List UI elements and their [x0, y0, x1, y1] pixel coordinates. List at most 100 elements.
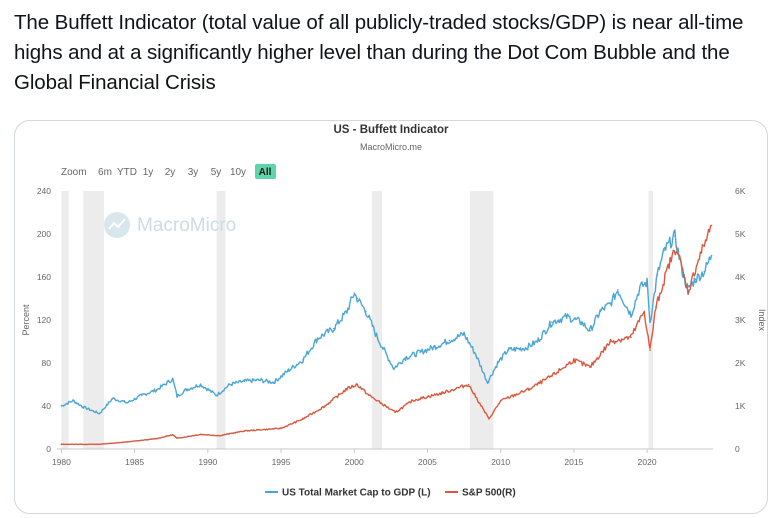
data-point-market-cap-gdp — [638, 286, 641, 289]
data-point-market-cap-gdp — [649, 321, 651, 323]
data-point-market-cap-gdp — [72, 399, 74, 402]
data-point-sp500 — [302, 418, 304, 420]
series-line-market-cap-gdp — [61, 229, 713, 415]
data-point-market-cap-gdp — [356, 297, 358, 300]
series-line-sp500 — [61, 224, 712, 446]
data-point-market-cap-gdp — [353, 292, 356, 294]
data-point-market-cap-gdp — [536, 340, 539, 343]
legend-label-sp500[interactable]: S&P 500(R) — [462, 488, 516, 499]
x-tick-label: 1990 — [198, 457, 217, 467]
data-point-market-cap-gdp — [185, 389, 187, 391]
zoom-button-active-bg[interactable] — [255, 164, 276, 179]
data-point-market-cap-gdp — [565, 315, 568, 318]
data-point-sp500 — [630, 336, 632, 338]
x-tick-label: 1980 — [52, 457, 71, 467]
y-tick-right: 2K — [735, 358, 746, 368]
zoom-label: Zoom — [61, 167, 87, 178]
data-point-sp500 — [368, 394, 370, 397]
data-point-market-cap-gdp — [141, 394, 143, 397]
zoom-button-5y[interactable]: 5y — [211, 167, 222, 178]
recession-band — [216, 191, 226, 449]
post-text: The Buffett Indicator (total value of al… — [14, 11, 744, 94]
data-point-market-cap-gdp — [199, 383, 202, 386]
data-point-sp500 — [687, 291, 689, 293]
y-axis-label-right: Index — [757, 309, 767, 332]
y-tick-left: 40 — [42, 401, 52, 411]
data-point-market-cap-gdp — [332, 327, 335, 330]
data-point-sp500 — [551, 375, 553, 377]
data-point-market-cap-gdp — [703, 270, 706, 273]
x-tick-label: 2000 — [345, 457, 364, 467]
data-point-market-cap-gdp — [496, 362, 499, 364]
y-tick-left: 200 — [37, 229, 51, 239]
data-point-market-cap-gdp — [228, 383, 231, 386]
data-point-market-cap-gdp — [258, 379, 260, 382]
data-point-sp500 — [126, 441, 129, 443]
zoom-button-10y[interactable]: 10y — [230, 167, 246, 178]
y-tick-right: 4K — [735, 272, 746, 282]
data-point-market-cap-gdp — [507, 349, 509, 351]
data-point-sp500 — [668, 263, 670, 265]
data-point-sp500 — [155, 437, 158, 440]
data-point-sp500 — [499, 400, 502, 402]
legend-label-market-cap-gdp[interactable]: US Total Market Cap to GDP (L) — [282, 488, 431, 499]
data-point-market-cap-gdp — [630, 313, 632, 316]
data-point-sp500 — [176, 437, 178, 440]
data-point-sp500 — [346, 388, 348, 390]
zoom-button-1y[interactable]: 1y — [143, 167, 154, 178]
data-point-market-cap-gdp — [376, 337, 379, 340]
watermark-logo-icon-line — [108, 218, 126, 230]
data-point-market-cap-gdp — [155, 389, 158, 391]
data-point-market-cap-gdp — [302, 358, 304, 361]
data-point-market-cap-gdp — [710, 254, 713, 257]
chart-subtitle: MacroMicro.me — [360, 142, 422, 152]
y-tick-left: 120 — [37, 315, 51, 325]
buffett-indicator-chart: US - Buffett Indicator MacroMicro.me Zoom 6… — [21, 124, 767, 499]
x-tick-label: 1985 — [125, 457, 144, 467]
data-point-sp500 — [60, 443, 63, 446]
zoom-button-6m[interactable]: 6m — [98, 167, 112, 178]
data-point-sp500 — [356, 383, 358, 386]
data-point-sp500 — [412, 399, 414, 402]
data-point-sp500 — [573, 359, 575, 361]
data-point-market-cap-gdp — [433, 346, 436, 348]
data-point-market-cap-gdp — [694, 278, 697, 280]
zoom-button-2y[interactable]: 2y — [165, 167, 176, 178]
data-point-market-cap-gdp — [687, 289, 689, 291]
data-point-market-cap-gdp — [674, 235, 676, 237]
data-point-market-cap-gdp — [580, 321, 583, 323]
data-point-market-cap-gdp — [82, 406, 85, 408]
data-point-market-cap-gdp — [646, 281, 648, 284]
chart-card[interactable]: US - Buffett Indicator MacroMicro.me Zoom 6… — [14, 120, 768, 514]
data-point-market-cap-gdp — [681, 270, 684, 273]
data-point-market-cap-gdp — [589, 329, 591, 332]
data-point-market-cap-gdp — [486, 381, 489, 384]
data-point-market-cap-gdp — [111, 397, 114, 400]
recession-band — [61, 191, 69, 449]
data-point-sp500 — [649, 349, 651, 351]
data-point-market-cap-gdp — [404, 356, 407, 359]
data-point-sp500 — [609, 340, 612, 343]
data-point-market-cap-gdp — [316, 337, 319, 340]
y-tick-left: 0 — [46, 444, 51, 454]
data-point-market-cap-gdp — [215, 394, 218, 397]
data-point-sp500 — [589, 366, 591, 369]
data-point-sp500 — [467, 383, 470, 386]
x-tick-label: 1995 — [272, 457, 291, 467]
x-tick-label: 2020 — [638, 457, 657, 467]
data-point-market-cap-gdp — [448, 339, 451, 342]
y-tick-right: 5K — [735, 229, 746, 239]
data-point-market-cap-gdp — [287, 369, 290, 372]
data-point-sp500 — [655, 306, 657, 308]
data-point-sp500 — [529, 388, 531, 390]
zoom-button-ytd[interactable]: YTD — [117, 167, 137, 178]
data-point-market-cap-gdp — [392, 367, 395, 370]
data-point-sp500 — [643, 310, 645, 313]
data-point-market-cap-gdp — [474, 353, 477, 356]
data-point-market-cap-gdp — [551, 321, 553, 323]
data-point-sp500 — [324, 405, 326, 407]
zoom-button-3y[interactable]: 3y — [188, 167, 199, 178]
data-point-sp500 — [675, 246, 678, 248]
x-tick-label: 2005 — [418, 457, 437, 467]
zoom-button-all[interactable]: All — [259, 167, 272, 178]
